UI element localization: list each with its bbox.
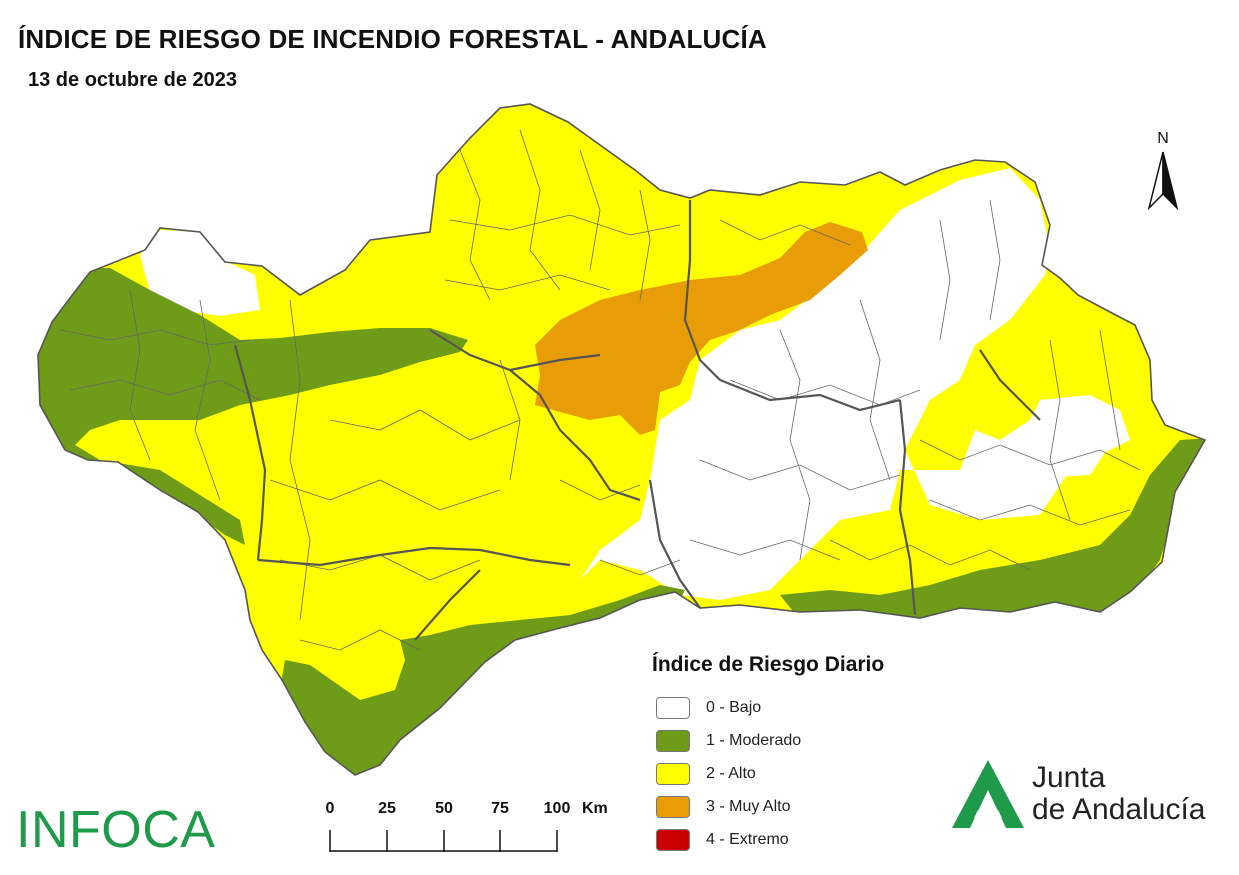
legend-swatch-moderado xyxy=(656,729,690,752)
legend: Índice de Riesgo Diario 0 - Bajo 1 - Mod… xyxy=(652,653,884,856)
north-label: N xyxy=(1157,130,1169,147)
municipality-borders xyxy=(59,129,1141,651)
legend-item-muy-alto: 3 - Muy Alto xyxy=(652,790,884,823)
legend-label: 4 - Extremo xyxy=(706,830,789,848)
zone-bajo-east xyxy=(580,168,1130,600)
legend-item-alto: 2 - Alto xyxy=(652,757,884,790)
junta-andalucia-logo-icon xyxy=(952,760,1024,828)
scale-unit: Km xyxy=(582,800,608,817)
province-borders xyxy=(233,200,1041,641)
scale-tick-label: 0 xyxy=(325,800,335,817)
north-arrow-icon xyxy=(1147,151,1179,211)
scale-tick-label: 75 xyxy=(491,800,509,817)
scale-bar: 0 25 50 75 100 Km xyxy=(320,800,610,860)
legend-label: 1 - Moderado xyxy=(706,731,802,749)
zone-moderado-malaga-coast xyxy=(280,585,685,775)
zone-bajo-almeria-inner xyxy=(1000,425,1110,478)
junta-andalucia-text: Junta de Andalucía xyxy=(1032,762,1205,826)
legend-title: Índice de Riesgo Diario xyxy=(652,653,885,676)
legend-swatch-alto xyxy=(656,762,690,785)
region-border xyxy=(37,103,1207,776)
zone-moderado-granada-almeria-coast xyxy=(780,438,1205,625)
junta-line-1: Junta xyxy=(1032,761,1106,794)
scale-tick-label: 50 xyxy=(435,800,453,817)
legend-swatch-bajo xyxy=(656,696,690,719)
legend-swatch-muy-alto xyxy=(656,795,690,818)
legend-item-bajo: 0 - Bajo xyxy=(652,691,884,724)
legend-item-extremo: 4 - Extremo xyxy=(652,823,884,856)
infoca-logo: INFOCA xyxy=(16,801,216,859)
scale-tick-label: 25 xyxy=(378,800,396,817)
north-arrow: N xyxy=(1143,130,1183,215)
scale-bar-line xyxy=(329,830,558,852)
legend-label: 2 - Alto xyxy=(706,764,756,782)
legend-label: 3 - Muy Alto xyxy=(706,797,791,815)
legend-item-moderado: 1 - Moderado xyxy=(652,724,884,757)
map-date: 13 de octubre de 2023 xyxy=(28,69,237,91)
junta-line-2: de Andalucía xyxy=(1032,793,1206,826)
scale-tick-label: 100 xyxy=(543,800,571,817)
legend-label: 0 - Bajo xyxy=(706,698,762,716)
zone-muy-alto xyxy=(535,222,868,435)
map-title: ÍNDICE DE RIESGO DE INCENDIO FORESTAL - … xyxy=(18,24,767,54)
legend-swatch-extremo xyxy=(656,828,690,851)
zone-bajo-huelva-north xyxy=(140,230,260,316)
